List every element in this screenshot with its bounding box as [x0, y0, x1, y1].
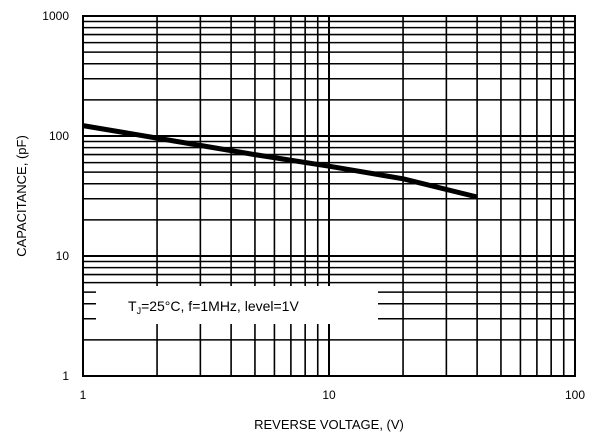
- y-tick-labels: 1 10 100 1000: [42, 9, 69, 383]
- x-tick-label: 1: [80, 388, 87, 402]
- annotation-subscript: J: [137, 306, 142, 316]
- x-tick-labels: 1 10 100: [80, 388, 586, 402]
- y-tick-label: 100: [49, 129, 69, 143]
- plot-frame: [82, 15, 576, 377]
- y-axis-label: CAPACITANCE, (pF): [14, 135, 29, 257]
- y-tick-label: 1: [62, 369, 69, 383]
- x-axis-label: REVERSE VOLTAGE, (V): [254, 417, 404, 432]
- x-tick-label: 10: [322, 388, 336, 402]
- annotation-text: TJ=25°C, f=1MHz, level=1V: [128, 298, 299, 316]
- capacitance-curve: [82, 123, 478, 200]
- annotation-suffix: =25°C, f=1MHz, level=1V: [141, 298, 299, 314]
- annotation-box: [96, 286, 378, 324]
- y-tick-label: 1000: [42, 9, 69, 23]
- y-tick-label: 10: [56, 249, 70, 263]
- x-tick-label: 100: [565, 388, 585, 402]
- annotation-prefix: T: [128, 298, 137, 314]
